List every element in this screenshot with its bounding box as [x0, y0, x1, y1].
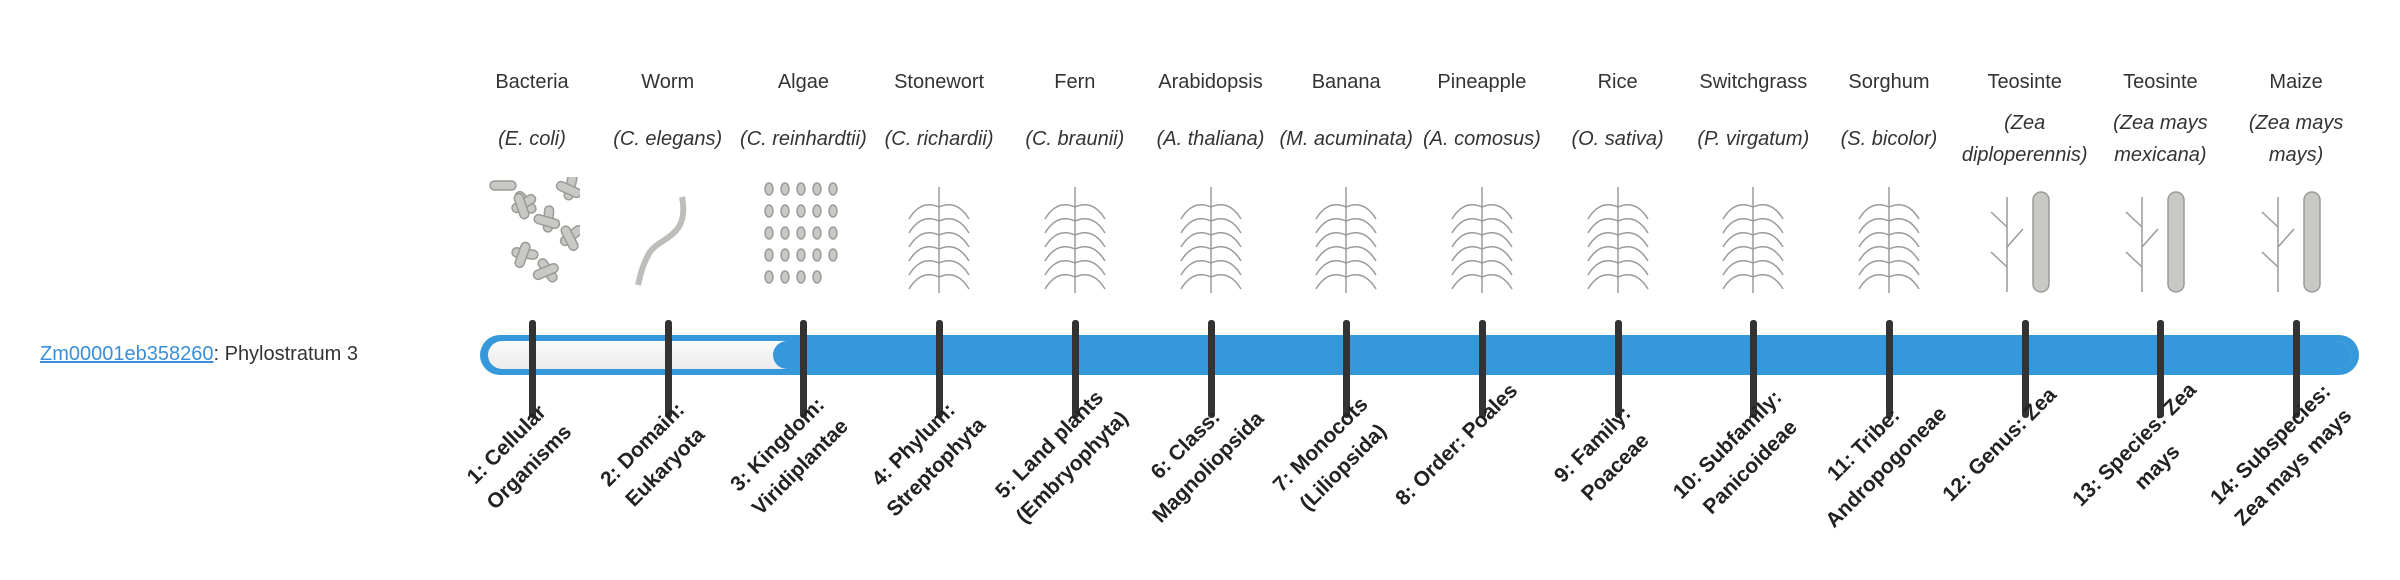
taxonomic-rank-label: 8: Order: Poales: [1391, 379, 1523, 511]
gene-label: Zm00001eb358260: Phylostratum 3: [40, 340, 358, 368]
organism-scientific-name: (P. virgatum): [1697, 128, 1810, 150]
taxonomic-rank-label: 7: Monocots (Liliopsida): [1268, 392, 1392, 516]
fern-image: [1007, 177, 1143, 295]
taxonomic-rank-label: 1: Cellular Organisms: [462, 400, 577, 515]
taxonomic-rank-label: 11: Tribe: Andropogoneae: [1821, 402, 1952, 533]
taxonomic-rank-label: 6: Class: Magnoliopsida: [1146, 405, 1268, 528]
organism-common-name: Bacteria: [495, 71, 569, 93]
organism-scientific-name: (Zea mays mexicana): [2113, 112, 2208, 166]
organism-scientific-name: (Zea diploperennis): [1961, 112, 2088, 166]
switchgrass-image: [1685, 177, 1821, 295]
rice-image: [1550, 177, 1686, 295]
organism-scientific-name: (C. elegans): [613, 128, 723, 150]
bacteria-image: [464, 177, 600, 295]
phylostratum-tick: [1614, 320, 1622, 418]
phylostratum-tick: [800, 320, 808, 418]
organism-common-name: Banana: [1311, 71, 1381, 93]
organism-scientific-name: (C. richardii): [884, 128, 994, 150]
phylostratum-tick: [1478, 320, 1486, 418]
organism-scientific-name: (A. comosus): [1422, 128, 1541, 150]
taxonomic-rank-label: 14: Subspecies: Zea mays mays: [2206, 379, 2357, 531]
teosinte-image: [1957, 177, 2093, 295]
organism-scientific-name: (S. bicolor): [1840, 128, 1938, 150]
organism-common-name: Worm: [641, 71, 695, 93]
organism-scientific-name: (A. thaliana): [1156, 128, 1265, 150]
organism-scientific-name: (Zea mays mays): [2248, 112, 2344, 166]
bar-fill: [773, 341, 2351, 369]
sorghum-image: [1821, 177, 1957, 295]
phylostratum-tick: [1750, 320, 1758, 418]
algae-image: [735, 177, 871, 295]
organism-scientific-name: (O. sativa): [1571, 128, 1664, 150]
taxonomic-rank-label: 5: Land plants (Embryophyta): [990, 386, 1133, 528]
organism-common-name: Algae: [777, 71, 829, 93]
taxonomic-rank-label: 9: Family: Poaceae: [1549, 401, 1654, 506]
organism-common-name: Fern: [1054, 71, 1096, 93]
taxonomic-rank-label: 12: Genus: Zea: [1937, 383, 2061, 507]
organism-scientific-name: (C. braunii): [1025, 128, 1125, 150]
stonewort-image: [871, 177, 1007, 295]
phylostratum-bar: [480, 335, 2359, 375]
organism-common-name: Teosinte: [1987, 71, 2062, 93]
pineapple-image: [1414, 177, 1550, 295]
phylostratum-tick: [664, 320, 672, 418]
taxonomic-rank-label: 10: Subfamily: Panicoideae: [1669, 385, 1803, 519]
worm-image: [600, 177, 736, 295]
teosinte-mexicana-image: [2092, 177, 2228, 295]
taxonomic-rank-label: 3: Kingdom: Viridiplantae: [726, 393, 854, 520]
phylostratum-tick: [1343, 320, 1351, 418]
phylostratum-tick: [1071, 320, 1079, 418]
phylostratum-tick: [529, 320, 536, 418]
organism-scientific-name: (E. coli): [498, 128, 566, 150]
taxonomic-rank-label: 2: Domain: Eukaryota: [595, 398, 709, 512]
phylostratum-tick: [2157, 320, 2165, 418]
organism-scientific-name: (M. acuminata): [1279, 128, 1413, 150]
banana-image: [1278, 177, 1414, 295]
gene-id-link[interactable]: Zm00001eb358260: [40, 343, 214, 365]
phylostratum-tick: [1886, 320, 1893, 418]
organism-common-name: Sorghum: [1848, 71, 1930, 93]
phylostratum-text: : Phylostratum 3: [213, 343, 358, 365]
phylostratum-tick: [2293, 320, 2301, 418]
phylostratum-tick: [1207, 320, 1215, 418]
organism-common-name: Switchgrass: [1699, 71, 1808, 93]
phylostratum-tick: [2021, 320, 2029, 418]
organism-common-name: Rice: [1597, 71, 1638, 93]
organism-common-name: Teosinte: [2123, 71, 2198, 93]
arabidopsis-image: [1143, 177, 1279, 295]
organism-common-name: Arabidopsis: [1158, 71, 1263, 93]
phylostratum-tick: [936, 320, 944, 418]
organism-common-name: Maize: [2269, 71, 2323, 93]
taxonomic-rank-label: 4: Phylum: Streptophyta: [867, 398, 991, 522]
organism-scientific-name: (C. reinhardtii): [740, 128, 867, 150]
organism-common-name: Pineapple: [1437, 71, 1527, 93]
maize-image: [2228, 177, 2364, 295]
taxonomic-rank-label: 13: Species: Zea mays: [2068, 378, 2202, 511]
organism-common-name: Stonewort: [894, 71, 985, 93]
